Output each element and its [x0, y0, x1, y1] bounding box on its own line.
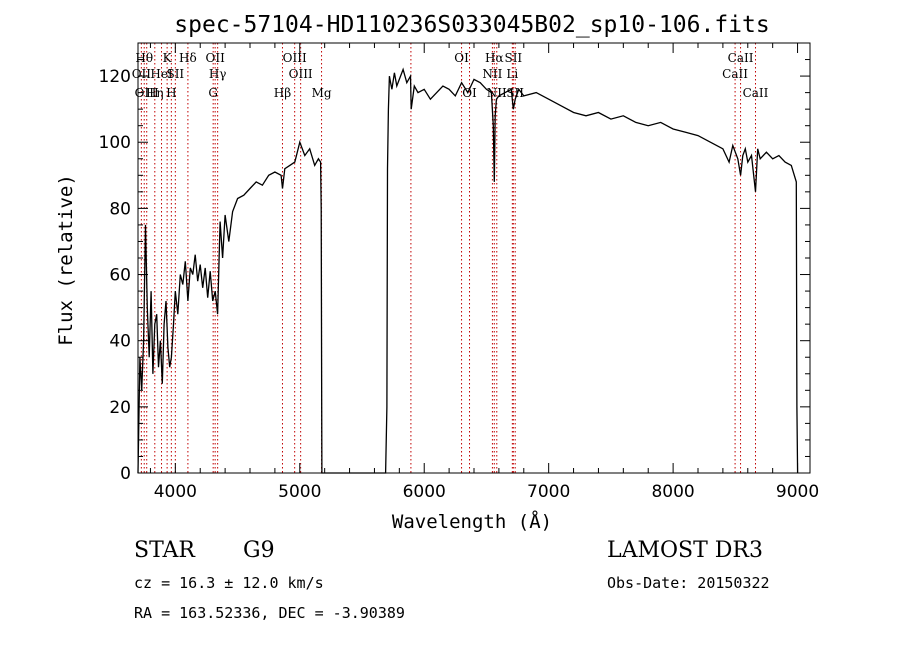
line-marker-label: NII: [482, 67, 502, 81]
line-marker-label: Hη: [146, 86, 164, 100]
line-marker-label: CaII: [728, 51, 754, 65]
line-marker-label: OI: [454, 51, 469, 65]
x-axis-label: Wavelength (Å): [392, 510, 552, 533]
x-tick-label: 6000: [403, 482, 446, 502]
line-marker-label: H: [166, 86, 176, 100]
spectral-line-markers: [140, 43, 756, 473]
line-marker-label: SII: [166, 67, 184, 81]
line-marker-label: Hβ: [274, 86, 291, 100]
line-marker-label: Mg: [312, 86, 332, 100]
x-tick-label: 7000: [527, 482, 570, 502]
line-marker-label: OIII: [289, 67, 313, 81]
survey-name: LAMOST DR3: [607, 538, 763, 563]
x-tick-label: 4000: [154, 482, 197, 502]
line-marker-label: HeI: [150, 67, 173, 81]
y-tick-label: 40: [109, 332, 131, 352]
line-marker-label: Hθ: [135, 51, 153, 65]
y-tick-label: 100: [99, 133, 131, 153]
spectrum-chart: spec-57104-HD110236S033045B02_sp10-106.f…: [55, 12, 819, 533]
line-marker-label: G: [208, 86, 218, 100]
y-axis-label: Flux (relative): [55, 174, 77, 346]
y-tick-label: 20: [109, 398, 131, 418]
object-subclass: G9: [243, 538, 275, 563]
line-marker-label: OII: [205, 51, 225, 65]
obs-date: Obs-Date: 20150322: [607, 574, 770, 592]
line-marker-label: SII: [504, 51, 522, 65]
redshift-cz: cz = 16.3 ± 12.0 km/s: [134, 574, 324, 592]
line-marker-label: OIII: [135, 86, 159, 100]
x-tick-label: 9000: [776, 482, 819, 502]
line-marker-label: CaII: [743, 86, 769, 100]
y-axis-ticks: 0 20 40 60 80 100 120: [99, 42, 810, 484]
line-marker-label: Li: [506, 67, 518, 81]
line-marker-label: OII: [132, 67, 152, 81]
line-marker-label: OIII: [283, 51, 307, 65]
spectral-line-labels: HθOIIOIIIHηHeIKHSIIHδGOIIHγHβOIIIOIIIMgO…: [132, 51, 769, 100]
line-marker-label: K: [163, 51, 173, 65]
spectrum-line: [137, 67, 799, 474]
coordinates: RA = 163.52336, DEC = -3.90389: [134, 604, 405, 622]
x-axis-ticks: 4000 5000 6000 7000 8000 9000: [149, 43, 819, 502]
chart-title: spec-57104-HD110236S033045B02_sp10-106.f…: [174, 12, 769, 38]
line-marker-label: Hδ: [179, 51, 197, 65]
y-tick-label: 60: [109, 266, 131, 286]
line-marker-label: CaII: [722, 67, 748, 81]
y-tick-label: 80: [109, 199, 131, 219]
line-marker-label: Hγ: [209, 67, 227, 81]
y-tick-label: 0: [120, 464, 131, 484]
x-tick-label: 8000: [651, 482, 694, 502]
object-class: STAR: [134, 538, 195, 563]
plot-frame: [137, 42, 811, 474]
x-tick-label: 5000: [278, 482, 321, 502]
y-tick-label: 120: [99, 67, 131, 87]
line-marker-label: Hα: [485, 51, 504, 65]
